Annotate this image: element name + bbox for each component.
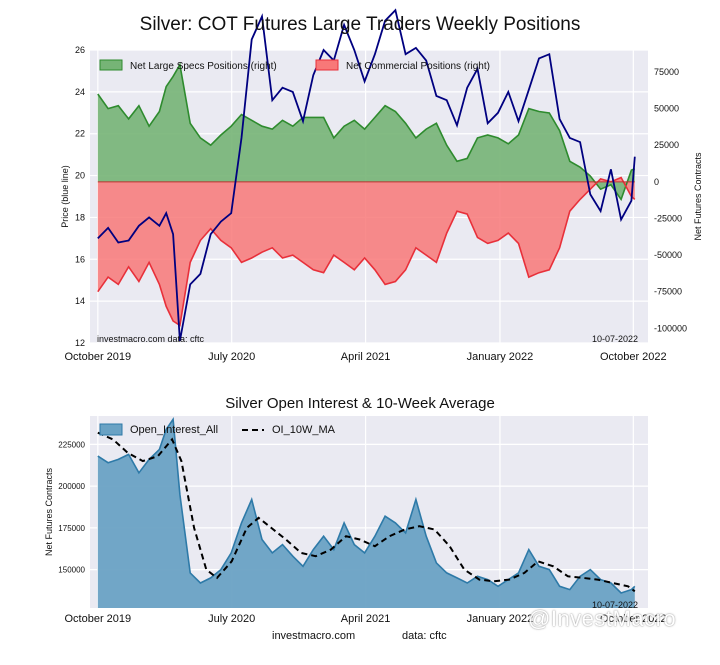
annotation-source-top: investmacro.com data: cftc — [97, 334, 205, 344]
x-tick-label-top: October 2022 — [600, 351, 667, 363]
y-tick-label-right: -75000 — [654, 287, 682, 297]
x-tick-label-bottom: January 2022 — [467, 613, 534, 625]
y-tick-label-right: 25000 — [654, 140, 679, 150]
watermark-logo: @InvestMacro — [528, 606, 677, 631]
legend-swatch-specs — [99, 59, 123, 71]
y-tick-label-right: 0 — [654, 177, 659, 187]
x-tick-label-bottom: April 2021 — [341, 613, 391, 625]
x-tick-label-bottom: October 2022 — [600, 613, 667, 625]
x-tick-label-bottom: October 2019 — [64, 613, 131, 625]
comm-line — [97, 176, 636, 327]
legend-swatch-comm — [315, 59, 339, 71]
y-tick-label-left: 18 — [75, 212, 85, 222]
y-tick-label-right: -50000 — [654, 250, 682, 260]
legend-label-comm: Net Commercial Positions (right) — [346, 61, 490, 72]
y-tick-label-left: 24 — [75, 87, 85, 97]
y-tick-label-bottom: 175000 — [58, 524, 85, 533]
y-tick-label-left: 20 — [75, 171, 85, 181]
y-tick-label-right: -100000 — [654, 323, 687, 333]
oi-line — [97, 417, 636, 594]
annotation-date-bottom: 10-07-2022 — [592, 600, 638, 610]
y-tick-label-left: 12 — [75, 338, 85, 348]
legend-label-ma: OI_10W_MA — [272, 424, 336, 436]
legend-swatch-oi — [99, 423, 123, 436]
y-tick-label-bottom: 150000 — [58, 566, 85, 575]
x-tick-label-bottom: July 2020 — [208, 613, 255, 625]
y-tick-label-left: 16 — [75, 254, 85, 264]
footer-site: investmacro.com — [272, 630, 356, 642]
price-line — [97, 8, 636, 342]
footer-source: data: cftc — [402, 630, 447, 642]
x-tick-label-top: January 2022 — [467, 351, 534, 363]
ma-line — [97, 431, 636, 593]
comm-area — [97, 177, 635, 326]
x-tick-label-top: April 2021 — [341, 351, 391, 363]
y-axis-label-left: Price (blue line) — [60, 165, 70, 228]
y-tick-label-left: 22 — [75, 129, 85, 139]
y-tick-label-right: 75000 — [654, 67, 679, 77]
y-axis-label-right: Net Futures Contracts — [693, 152, 703, 241]
y-tick-label-bottom: 200000 — [58, 482, 85, 491]
y-tick-label-left: 26 — [75, 45, 85, 55]
x-tick-label-top: October 2019 — [64, 351, 131, 363]
main-chart-title: Silver: COT Futures Large Traders Weekly… — [139, 14, 581, 35]
legend-label-oi: Open_Interest_All — [130, 424, 218, 436]
x-tick-label-top: July 2020 — [208, 351, 255, 363]
legend-label-specs: Net Large Specs Positions (right) — [130, 61, 277, 72]
annotation-date-top: 10-07-2022 — [592, 334, 638, 344]
y-tick-label-bottom: 225000 — [58, 440, 85, 449]
y-axis-label-bottom: Net Futures Contracts — [44, 467, 54, 556]
y-tick-label-right: 50000 — [654, 104, 679, 114]
oi-chart-title: Silver Open Interest & 10-Week Average — [225, 395, 495, 412]
y-tick-label-left: 14 — [75, 296, 85, 306]
specs-line — [97, 62, 636, 202]
specs-area — [97, 64, 635, 200]
y-tick-label-right: -25000 — [654, 213, 682, 223]
